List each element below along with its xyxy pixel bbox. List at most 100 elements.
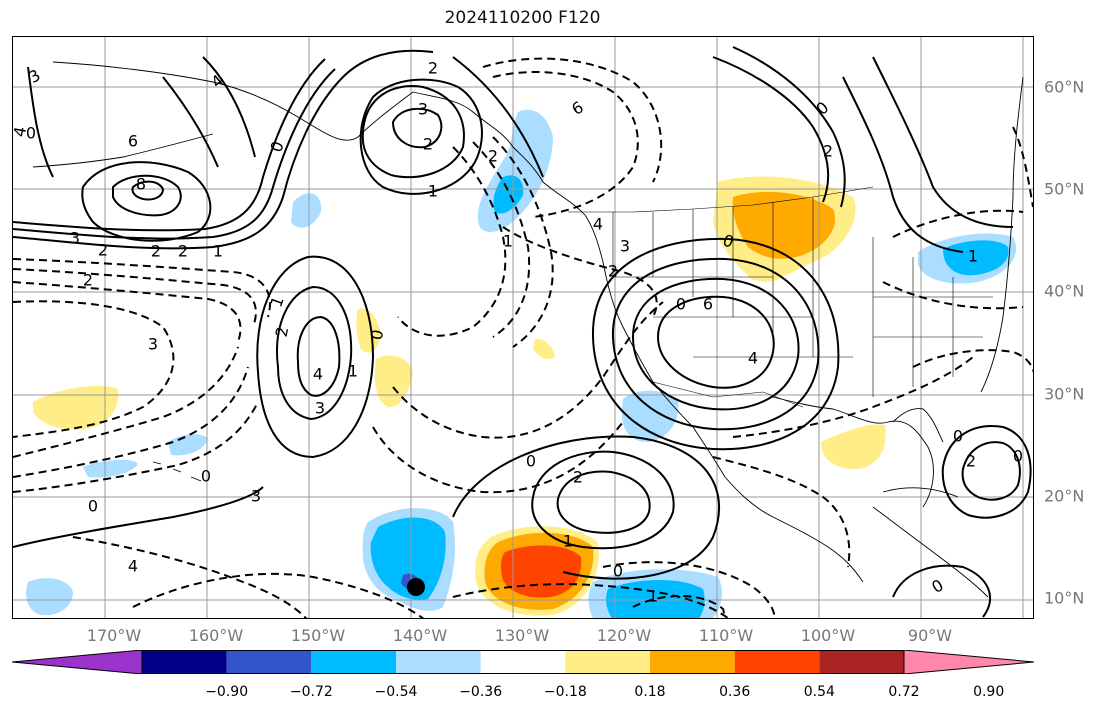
contour-label: 0 [953,427,963,446]
contour-line [13,258,271,318]
contour-label: 2 [488,147,498,166]
contour-line [276,285,353,421]
negative-anomaly [943,240,1009,276]
contour-label: 1 [213,242,223,261]
colorbar-segment [480,650,566,674]
contour-line [712,56,830,203]
contour-line [202,56,256,158]
coastline-florida [892,408,944,443]
contour-line [472,141,531,338]
coastline-north-america [412,91,864,583]
contour-line [632,595,725,618]
contour-label: 0 [367,328,387,341]
contour-label: 1 [968,247,978,266]
contour-line [872,56,1014,228]
colorbar-segment [12,650,143,674]
contour-line [391,107,443,149]
contour-line [13,486,264,548]
latitude-label: 20°N [1044,486,1085,506]
colorbar-tick-label: −0.90 [205,684,249,700]
contour-line [13,401,259,493]
contour-line [131,180,165,201]
colorbar [12,650,1034,674]
negative-anomaly [370,517,446,600]
contour-label: 2 [272,325,292,338]
contour-label: 3 [315,399,325,418]
contour-line [732,356,974,438]
coastline-gulf [772,396,934,508]
coastline-cuba [882,487,959,498]
contour-label: 3 [251,487,261,506]
contour-label: 0 [613,562,623,581]
positive-anomaly [821,424,886,470]
longitude-label: 150°W [290,626,346,645]
contour-label: 3 [25,65,43,87]
contour-label: 3 [620,237,630,256]
contour-line [359,78,483,195]
contour-label: 4 [13,125,30,138]
contour-line [842,76,964,253]
colorbar-segment [650,650,735,674]
contour-line [392,301,664,439]
contour-line [631,277,800,411]
contour-label: 2 [823,142,833,161]
colorbar-border [141,650,905,674]
negative-anomaly [291,193,322,228]
contour-label: 0 [526,452,536,471]
latitude-label: 40°N [1044,281,1085,301]
positive-anomaly [33,385,119,430]
contour-label: 6 [703,295,713,314]
contour-label: 2 [423,135,433,154]
coastline-aleutians [32,133,214,168]
longitude-label: 100°W [800,626,856,645]
contour-line [941,425,1032,519]
contour-label: 0 [676,295,686,314]
contour-label: 4 [593,215,603,234]
contour-label: 1 [428,182,438,201]
grid [13,37,1033,618]
border-east-states [872,237,993,397]
contour-line [397,146,507,337]
contour-label: 0 [266,139,287,155]
contour-line [372,421,624,494]
contour-label: 2 [178,242,188,261]
contour-label: 0 [928,575,946,597]
contour-line [27,66,54,178]
contour-line [13,58,326,232]
colorbar-segment [819,650,904,674]
negative-anomaly [26,578,73,616]
contour-line [892,564,992,618]
contour-line [492,71,639,218]
longitude-label: 170°W [86,626,142,645]
border-mexico [652,381,804,408]
contour-line [162,76,219,168]
contour-label: 2 [573,468,583,487]
longitude-label: 110°W [698,626,754,645]
contour-line [13,49,434,250]
contour-line [912,349,1033,374]
colorbar-segment [396,650,481,674]
contour-label: 6 [128,132,138,151]
contour-line [452,435,721,580]
contours-solid [13,46,1032,618]
contour-line [656,295,775,389]
latitude-label: 60°N [1044,77,1085,97]
colorbar-segment [226,650,312,674]
positive-anomaly [356,308,381,353]
contour-label: 2 [98,241,108,260]
contour-line [132,572,425,618]
colorbar-tick-label: −0.54 [374,684,418,700]
longitude-label: 120°W [596,626,652,645]
contour-line [602,561,776,618]
latitude-label: 50°N [1044,179,1085,199]
contours-dashed [13,57,1033,618]
contour-line [482,57,663,183]
contour-label: 8 [136,175,146,194]
contour-label: 4 [128,557,138,576]
border-canada-us [568,186,874,213]
negative-anomaly [83,459,138,478]
contour-line [531,450,675,550]
contour-label: 0 [201,467,211,486]
